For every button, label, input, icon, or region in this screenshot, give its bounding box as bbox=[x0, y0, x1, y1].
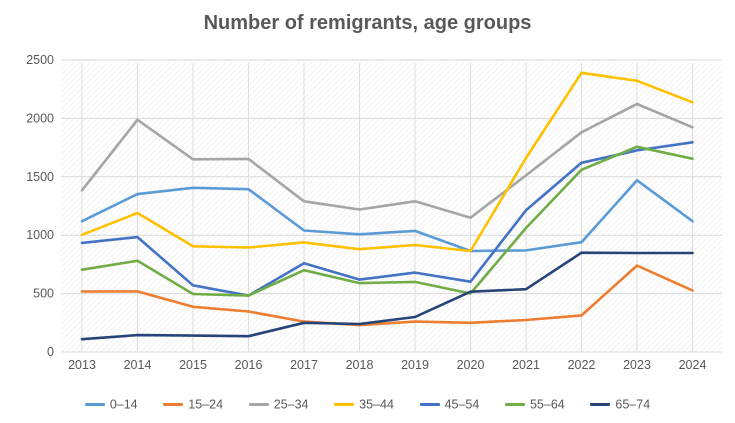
svg-text:2019: 2019 bbox=[401, 358, 429, 372]
svg-text:2018: 2018 bbox=[346, 358, 374, 372]
svg-text:2013: 2013 bbox=[68, 358, 96, 372]
svg-text:2014: 2014 bbox=[124, 358, 152, 372]
svg-text:1500: 1500 bbox=[26, 170, 54, 184]
svg-text:2015: 2015 bbox=[179, 358, 207, 372]
svg-text:500: 500 bbox=[33, 287, 54, 301]
svg-text:2023: 2023 bbox=[623, 358, 651, 372]
svg-text:2022: 2022 bbox=[568, 358, 596, 372]
svg-text:2500: 2500 bbox=[26, 53, 54, 67]
svg-text:2016: 2016 bbox=[235, 358, 263, 372]
svg-text:2020: 2020 bbox=[457, 358, 485, 372]
svg-text:2000: 2000 bbox=[26, 111, 54, 125]
svg-text:1000: 1000 bbox=[26, 228, 54, 242]
svg-text:2021: 2021 bbox=[512, 358, 540, 372]
svg-text:2024: 2024 bbox=[679, 358, 707, 372]
svg-text:0: 0 bbox=[47, 345, 54, 359]
svg-text:2017: 2017 bbox=[290, 358, 318, 372]
